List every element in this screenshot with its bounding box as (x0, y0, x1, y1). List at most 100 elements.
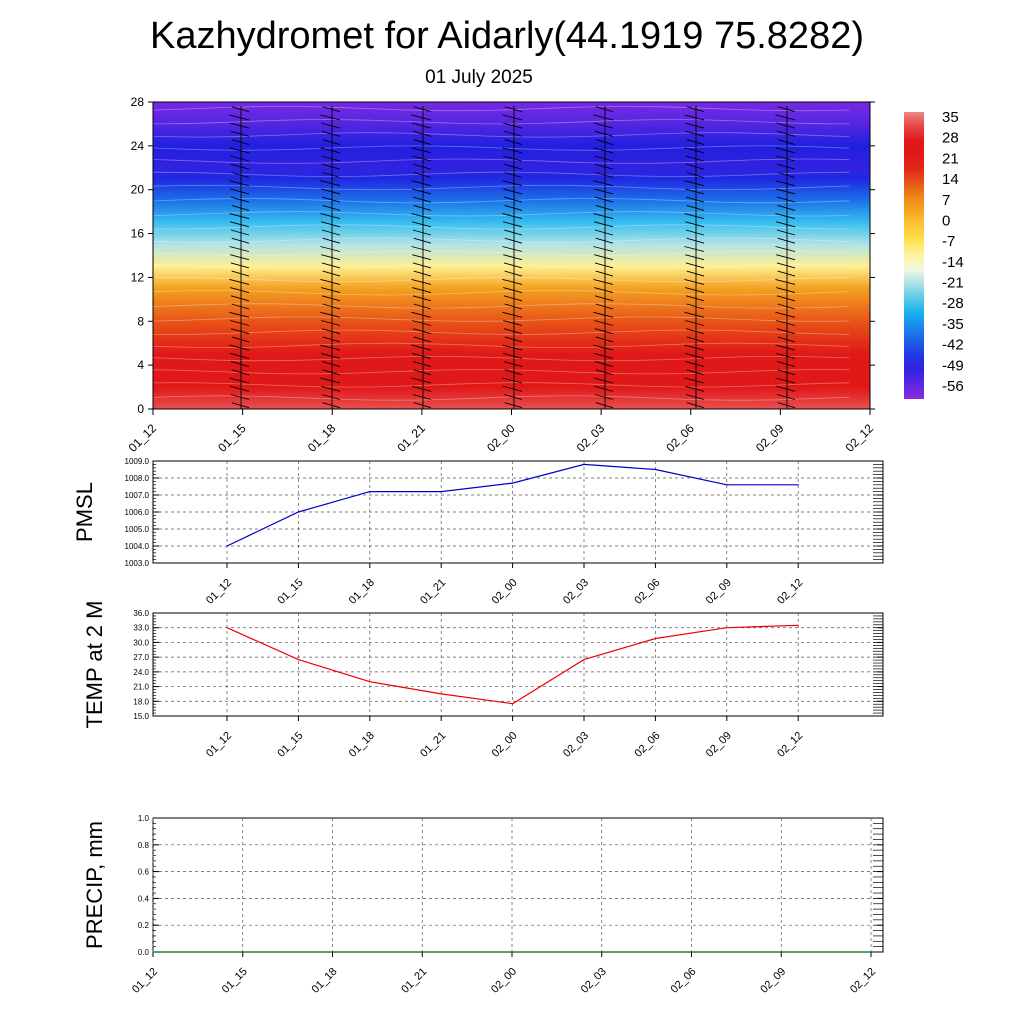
x-tick-label: 02_06 (632, 577, 662, 607)
y-tick-label: 1004.0 (125, 542, 150, 551)
x-tick-label: 02_03 (561, 730, 591, 760)
colorbar-label: -14 (942, 254, 964, 271)
colorbar-label: 7 (942, 192, 950, 209)
x-tick-label: 02_00 (490, 577, 520, 607)
y-tick-label: 36.0 (133, 609, 149, 618)
colorbar-label: 14 (942, 171, 959, 188)
data-point (601, 951, 603, 953)
data-point (297, 511, 299, 513)
data-point (583, 659, 585, 661)
x-tick-label: 01_21 (418, 577, 448, 607)
data-point (511, 482, 514, 484)
y-tick-label: 1.0 (138, 814, 150, 823)
x-tick-label: 01_15 (275, 577, 305, 607)
x-tick-label: 02_09 (753, 421, 787, 455)
data-point (690, 951, 693, 953)
x-tick-label: 02_06 (632, 730, 662, 760)
chart-subtitle: 01 July 2025 (425, 67, 533, 88)
y-tick-label: 30.0 (133, 638, 149, 647)
wind-barbs (229, 106, 796, 409)
x-tick-label: 02_06 (663, 421, 697, 455)
data-point (242, 951, 244, 953)
colorbar-label: -49 (942, 357, 964, 374)
x-tick-label: 01_15 (220, 966, 250, 996)
x-tick-label: 01_21 (399, 966, 429, 996)
contour-lines (152, 105, 850, 401)
y-tick-label: 1008.0 (125, 474, 150, 483)
colorbar-label: -42 (942, 337, 964, 354)
colorbar-label: 28 (942, 130, 959, 147)
x-tick-label: 01_18 (305, 421, 339, 455)
y-tick-label: 0.6 (138, 868, 150, 877)
x-tick-label: 01_15 (215, 421, 249, 455)
x-tick-label: 01_18 (310, 966, 340, 996)
plot-frame (152, 612, 884, 717)
pmsl-panel: 1003.0 1004.0 1005.0 1006.0 1007.0 1008.0 1009… (72, 457, 884, 607)
y-tick-label: 27.0 (133, 653, 149, 662)
x-tick-label: 02_03 (574, 421, 608, 455)
x-tick-label: 01_15 (275, 730, 305, 760)
data-point (511, 703, 514, 705)
data-point (654, 637, 657, 640)
cross-section-panel: 0 4 8 12 16 20 24 28 01_12 01_15 01_18 01_21 02_00 02… (126, 95, 877, 455)
y-tick-label: 0.4 (138, 894, 150, 903)
colorbar-label: -28 (942, 295, 964, 312)
colorbar-label: -35 (942, 316, 964, 333)
y-tick-label: 15.0 (133, 712, 149, 721)
data-point (583, 463, 585, 465)
x-tick-label: 01_12 (130, 966, 160, 996)
data-point (654, 468, 657, 471)
y-tick-label: 33.0 (133, 624, 149, 633)
temperature-field (153, 102, 870, 409)
x-tick-label: 02_06 (669, 966, 699, 996)
colorbar: 35 28 21 14 7 0 -7 -14 -21 -28 -35 -42 -49 -56 (904, 109, 964, 399)
y-tick-label: 1007.0 (125, 491, 150, 500)
x-tick-label: 02_12 (775, 730, 805, 760)
data-point (226, 627, 228, 629)
colorbar-label: 35 (942, 109, 959, 126)
data-point (780, 951, 782, 953)
x-tick-label: 02_00 (484, 421, 518, 455)
data-point (152, 951, 154, 953)
y-tick-label: 4 (137, 358, 144, 372)
y-tick-label: 18.0 (133, 697, 149, 706)
x-tick-label: 02_12 (848, 966, 878, 996)
x-tick-label: 01_12 (204, 577, 234, 607)
y-tick-label: 1003.0 (125, 559, 150, 568)
x-tick-label: 02_00 (489, 966, 519, 996)
data-point (297, 659, 299, 661)
y-tick-label: 16 (131, 227, 145, 241)
y-axis-title: TEMP at 2 M (82, 601, 107, 729)
data-point (369, 491, 371, 493)
x-tick-label: 02_03 (579, 966, 609, 996)
y-tick-label: 1006.0 (125, 508, 150, 517)
x-tick-label: 01_12 (204, 730, 234, 760)
data-point (331, 951, 334, 953)
colorbar-label: -7 (942, 233, 955, 250)
y-axis-title: PMSL (72, 482, 97, 542)
y-tick-label: 1009.0 (125, 457, 150, 466)
precip-panel: 0.0 0.2 0.4 0.6 0.8 1.0 01_12 01_15 01_18 01_21 02… (82, 814, 884, 996)
x-tick-label: 02_12 (775, 577, 805, 607)
temp-panel: 15.0 18.0 21.0 24.0 27.0 30.0 33.0 36.0 01_12 01_… (82, 601, 884, 760)
y-tick-label: 0.2 (138, 921, 150, 930)
data-point (726, 627, 728, 629)
x-tick-label: 02_00 (490, 730, 520, 760)
x-tick-label: 02_09 (704, 730, 734, 760)
y-tick-label: 0.0 (138, 948, 150, 957)
y-tick-label: 12 (131, 270, 145, 284)
colorbar-label: 0 (942, 212, 950, 229)
data-point (797, 624, 799, 626)
x-tick-label: 01_12 (126, 421, 160, 455)
colorbar-label: -56 (942, 378, 964, 395)
data-point (421, 951, 423, 953)
y-tick-label: 0.8 (138, 841, 150, 850)
data-point (440, 491, 442, 493)
plot-frame (152, 817, 884, 953)
colorbar-label: 21 (942, 150, 959, 167)
x-tick-label: 02_09 (758, 966, 788, 996)
colorbar-scale (904, 112, 924, 399)
x-tick-label: 02_09 (704, 577, 734, 607)
x-tick-label: 02_03 (561, 577, 591, 607)
chart-title: Kazhydromet for Aidarly(44.1919 75.8282) (150, 15, 864, 57)
